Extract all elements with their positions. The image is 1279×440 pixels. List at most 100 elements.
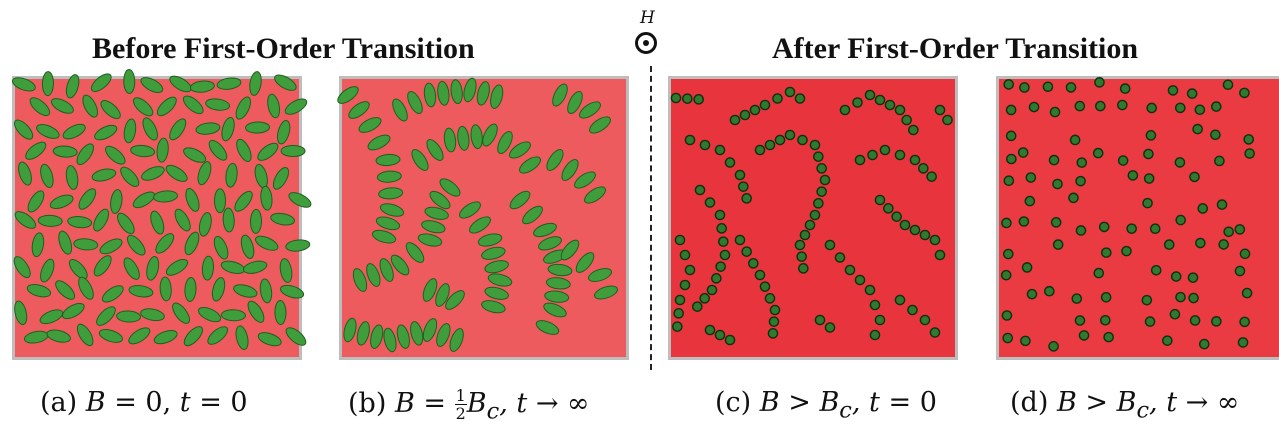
dispersed-sphere: [1005, 130, 1017, 142]
ellipse-particle: [195, 122, 221, 135]
ellipse-particle: [213, 235, 229, 260]
chained-ellipse: [392, 98, 408, 122]
chained-sphere: [819, 174, 831, 186]
ellipse-particle: [31, 232, 45, 258]
dispersed-sphere: [1074, 315, 1086, 326]
ellipse-particle: [274, 74, 297, 91]
chained-sphere: [748, 258, 759, 269]
dispersed-sphere: [1146, 102, 1158, 114]
chained-sphere: [693, 94, 704, 105]
chained-sphere: [741, 246, 752, 257]
dispersed-sphere: [1214, 155, 1225, 167]
chained-ellipse: [367, 134, 391, 151]
chained-ellipse: [588, 268, 612, 282]
chained-ellipse: [417, 233, 443, 247]
ellipse-particle: [94, 124, 118, 141]
ellipse-particle: [285, 327, 307, 346]
chained-sphere: [796, 251, 807, 262]
dispersed-sphere: [1050, 217, 1062, 228]
chained-sphere: [734, 169, 746, 181]
chained-sphere: [816, 163, 827, 174]
ellipse-particle: [128, 327, 151, 345]
dispersed-sphere: [1098, 221, 1110, 233]
dispersed-sphere: [1068, 192, 1079, 204]
ellipse-particle: [123, 118, 137, 144]
dispersed-sphere: [1048, 154, 1060, 166]
ellipse-particle: [140, 77, 164, 93]
caption-b-den: 2: [455, 404, 466, 423]
chained-sphere: [864, 284, 876, 296]
dispersed-sphere: [1189, 315, 1201, 326]
chained-sphere: [909, 224, 921, 236]
caption-d-op2: → ∞: [1177, 387, 1240, 418]
ellipse-particle: [288, 192, 312, 208]
chained-sphere: [718, 236, 729, 247]
chained-sphere: [934, 104, 946, 116]
chained-sphere: [684, 134, 696, 146]
chained-sphere: [899, 219, 911, 231]
ellipse-particle: [142, 117, 158, 141]
chained-ellipse: [426, 139, 444, 161]
chained-sphere: [824, 322, 836, 333]
chained-ellipse: [484, 260, 509, 274]
dispersed-sphere: [1101, 247, 1112, 258]
chained-ellipse: [411, 149, 429, 171]
ellipse-particle: [214, 188, 227, 214]
chained-ellipse: [477, 233, 503, 247]
chained-ellipse: [422, 318, 438, 342]
field-label-h: H: [640, 8, 655, 28]
chained-ellipse: [348, 101, 370, 119]
ellipse-particle: [18, 161, 32, 186]
chained-sphere: [869, 329, 881, 341]
ellipse-particle: [189, 80, 215, 93]
chained-ellipse: [436, 323, 451, 347]
dispersed-sphere: [1002, 332, 1014, 344]
chained-ellipse: [407, 90, 423, 115]
ellipse-particle: [240, 234, 255, 259]
chained-ellipse: [375, 216, 401, 231]
ellipse-particle: [29, 97, 51, 117]
dispersed-sphere: [1141, 294, 1153, 306]
ellipse-particle: [41, 71, 54, 97]
chained-sphere: [724, 157, 736, 168]
ellipse-particle: [140, 308, 165, 322]
chained-sphere: [909, 154, 921, 166]
ellipse-particle: [62, 123, 86, 140]
ellipse-particle: [184, 276, 197, 302]
ellipse-particle: [23, 330, 49, 344]
chained-sphere: [724, 334, 736, 346]
dispersed-sphere: [1093, 267, 1105, 279]
caption-a-b: B: [85, 387, 106, 418]
ellipse-particle: [165, 164, 188, 182]
chained-sphere: [879, 144, 891, 156]
ellipse-particle: [65, 165, 79, 190]
chained-ellipse: [422, 278, 438, 302]
chained-ellipse: [379, 258, 394, 282]
chained-ellipse: [470, 124, 483, 150]
ellipse-particle: [123, 257, 140, 280]
chained-sphere: [714, 144, 726, 156]
chained-sphere: [809, 209, 821, 221]
chained-sphere: [794, 93, 806, 104]
chained-ellipse: [439, 178, 461, 197]
chained-sphere: [839, 104, 851, 116]
chained-sphere: [767, 328, 779, 339]
dispersed-sphere: [1234, 224, 1246, 235]
chained-sphere: [874, 314, 886, 326]
chained-ellipse: [376, 170, 402, 183]
ellipse-particle: [235, 96, 252, 120]
chained-sphere: [715, 261, 726, 272]
chained-ellipse: [459, 201, 481, 219]
dispersed-sphere: [1052, 239, 1064, 250]
chained-ellipse: [481, 300, 506, 314]
ellipse-particle: [257, 142, 279, 161]
dispersed-sphere: [1222, 79, 1234, 91]
chained-ellipse: [594, 285, 618, 300]
ellipse-particle: [183, 326, 203, 347]
ellipse-particle: [284, 98, 308, 115]
chained-ellipse: [579, 101, 601, 119]
ellipse-particle: [205, 98, 231, 111]
caption-b: (b) B = 1 2 Bc, t → ∞: [348, 387, 590, 424]
chained-sphere: [739, 109, 751, 121]
ellipse-particle: [254, 163, 268, 189]
